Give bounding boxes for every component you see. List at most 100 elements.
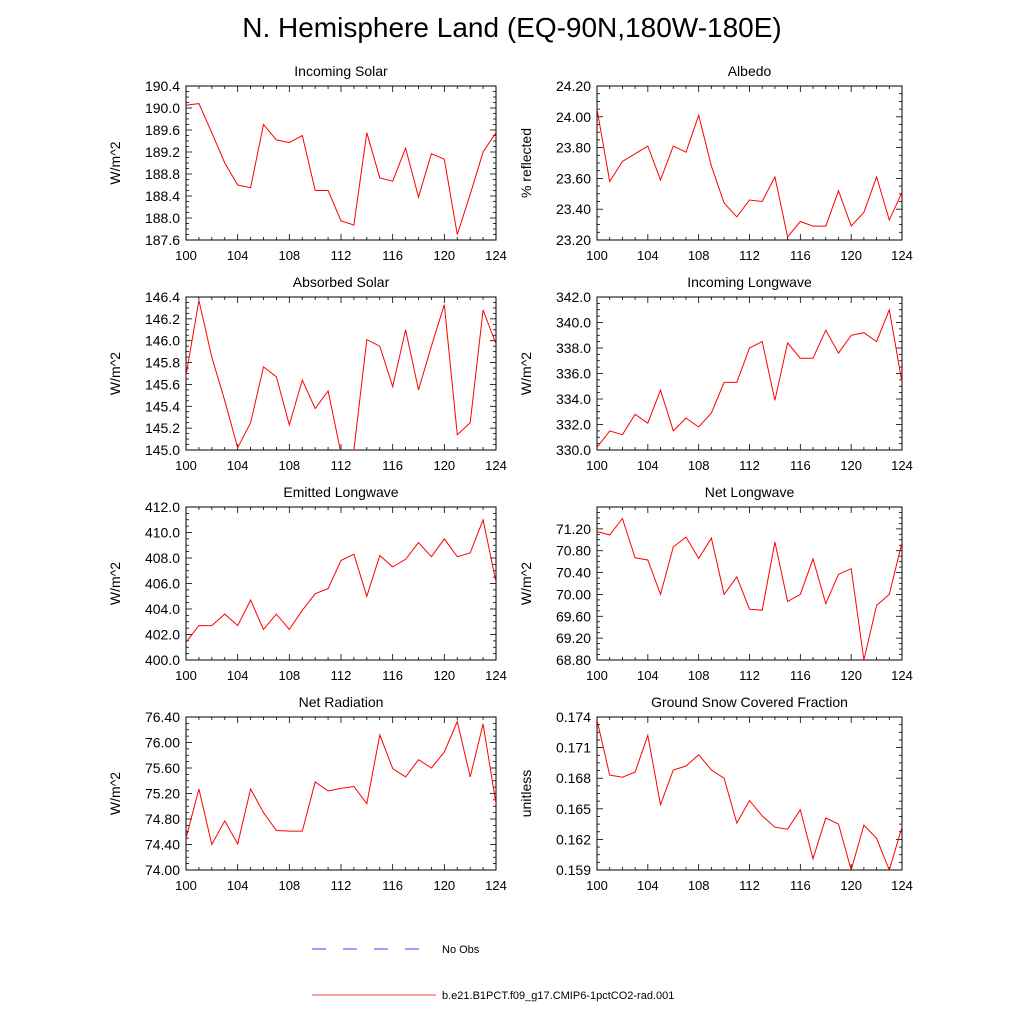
- y-tick-label: 146.2: [145, 311, 180, 327]
- x-tick-label: 116: [790, 458, 811, 473]
- x-tick-label: 116: [790, 878, 811, 893]
- panel-title: Emitted Longwave: [283, 484, 398, 500]
- chart-panel: 100 104 108 112 116 120 124 74.00 74.40 74.80 75.2…: [107, 694, 507, 893]
- x-tick-label: 108: [278, 458, 300, 473]
- chart-panel: 100 104 108 112 116 120 124 68.80 69.20 69.60 70.0…: [518, 484, 913, 683]
- x-tick-label: 120: [840, 458, 862, 473]
- y-tick-label: 342.0: [556, 289, 591, 305]
- y-tick-label: 71.20: [556, 521, 591, 537]
- x-tick-label: 120: [433, 878, 455, 893]
- x-tick-label: 108: [278, 668, 300, 683]
- x-tick-label: 108: [688, 248, 710, 263]
- chart-panel: 100 104 108 112 116 120 124 0.159 0.162 0.165 0.16…: [518, 694, 913, 893]
- panel-title: Incoming Solar: [294, 63, 388, 79]
- y-tick-label: 146.4: [145, 289, 180, 305]
- x-tick-label: 112: [739, 878, 760, 893]
- series-line: [597, 517, 902, 660]
- x-tick-label: 116: [382, 668, 403, 683]
- x-tick-label: 124: [891, 458, 913, 473]
- x-tick-label: 120: [840, 248, 862, 263]
- x-tick-label: 108: [688, 878, 710, 893]
- x-tick-label: 100: [175, 248, 197, 263]
- chart-panel: 100 104 108 112 116 120 124 400.0 402.0 404.0 406.…: [107, 484, 507, 683]
- chart-panel: 100 104 108 112 116 120 124 145.0 145.2 145.4 145.…: [107, 274, 507, 473]
- x-tick-label: 124: [891, 248, 913, 263]
- series-line: [186, 300, 496, 450]
- plot-frame: [185, 506, 497, 661]
- y-tick-label: 75.20: [145, 786, 180, 802]
- y-tick-label: 188.4: [145, 188, 180, 204]
- x-tick-label: 104: [227, 458, 249, 473]
- y-tick-label: 408.0: [145, 550, 180, 566]
- panel-title: Ground Snow Covered Fraction: [651, 694, 848, 710]
- page-title: N. Hemisphere Land (EQ-90N,180W-180E): [242, 12, 782, 43]
- plot-frame: [596, 296, 903, 451]
- x-tick-label: 120: [433, 248, 455, 263]
- y-tick-label: 74.40: [145, 837, 180, 853]
- x-tick-label: 100: [586, 878, 608, 893]
- x-tick-label: 100: [586, 458, 608, 473]
- x-tick-label: 116: [790, 668, 811, 683]
- series-line: [597, 109, 902, 239]
- x-tick-label: 116: [790, 248, 811, 263]
- panel-title: Albedo: [728, 63, 772, 79]
- y-axis-label: W/m^2: [518, 352, 534, 395]
- y-tick-label: 70.80: [556, 543, 591, 559]
- x-tick-label: 104: [227, 878, 249, 893]
- y-tick-label: 336.0: [556, 366, 591, 382]
- y-tick-label: 146.0: [145, 333, 180, 349]
- x-tick-label: 112: [739, 458, 760, 473]
- y-axis-label: % reflected: [518, 128, 534, 198]
- plot-frame: [596, 506, 903, 661]
- x-tick-label: 112: [331, 248, 352, 263]
- y-axis-label: W/m^2: [518, 562, 534, 605]
- y-tick-label: 24.20: [556, 78, 591, 94]
- x-tick-label: 108: [688, 458, 710, 473]
- plot-frame: [596, 716, 903, 871]
- y-tick-label: 0.165: [556, 801, 591, 817]
- x-tick-label: 100: [175, 668, 197, 683]
- y-tick-label: 23.40: [556, 201, 591, 217]
- x-tick-label: 116: [382, 248, 403, 263]
- y-tick-label: 404.0: [145, 601, 180, 617]
- y-tick-label: 74.00: [145, 862, 180, 878]
- y-tick-label: 340.0: [556, 315, 591, 331]
- y-tick-label: 76.40: [145, 709, 180, 725]
- y-tick-label: 338.0: [556, 340, 591, 356]
- x-tick-label: 124: [485, 668, 507, 683]
- x-tick-label: 124: [891, 878, 913, 893]
- x-tick-label: 104: [227, 668, 249, 683]
- panel-title: Net Longwave: [705, 484, 795, 500]
- x-tick-label: 100: [586, 668, 608, 683]
- x-tick-label: 112: [331, 878, 352, 893]
- y-tick-label: 0.171: [556, 740, 591, 756]
- y-tick-label: 187.6: [145, 232, 180, 248]
- y-tick-label: 145.2: [145, 420, 180, 436]
- y-tick-label: 74.80: [145, 811, 180, 827]
- y-tick-label: 190.0: [145, 100, 180, 116]
- y-tick-label: 188.0: [145, 210, 180, 226]
- panel-title: Absorbed Solar: [293, 274, 390, 290]
- x-tick-label: 100: [586, 248, 608, 263]
- y-tick-label: 70.00: [556, 586, 591, 602]
- x-tick-label: 116: [382, 458, 403, 473]
- x-tick-label: 100: [175, 458, 197, 473]
- y-tick-label: 76.00: [145, 735, 180, 751]
- y-tick-label: 145.8: [145, 355, 180, 371]
- y-tick-label: 69.60: [556, 608, 591, 624]
- series-line: [186, 719, 496, 846]
- x-tick-label: 120: [840, 878, 862, 893]
- series-line: [186, 518, 496, 643]
- series-line: [597, 719, 902, 870]
- x-tick-label: 104: [637, 458, 659, 473]
- y-tick-label: 145.0: [145, 442, 180, 458]
- y-tick-label: 402.0: [145, 627, 180, 643]
- y-tick-label: 69.20: [556, 630, 591, 646]
- y-tick-label: 68.80: [556, 652, 591, 668]
- y-tick-label: 189.2: [145, 144, 180, 160]
- x-tick-label: 120: [433, 458, 455, 473]
- y-tick-label: 400.0: [145, 652, 180, 668]
- y-tick-label: 410.0: [145, 525, 180, 541]
- y-tick-label: 75.60: [145, 760, 180, 776]
- y-tick-label: 23.80: [556, 140, 591, 156]
